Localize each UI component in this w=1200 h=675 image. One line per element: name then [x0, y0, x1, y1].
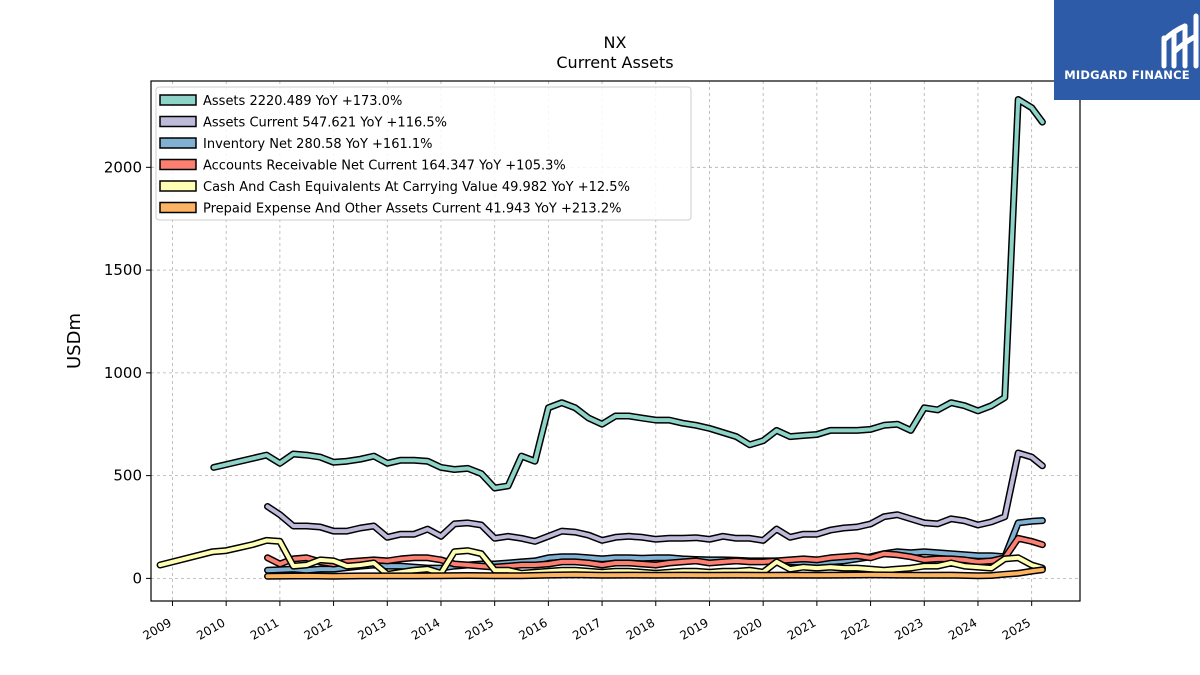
legend-swatch	[159, 94, 197, 106]
legend-swatch	[159, 115, 197, 128]
y-tick-label: 500	[113, 467, 142, 485]
legend-swatch	[159, 158, 197, 171]
x-tick-label: 2012	[302, 615, 335, 642]
x-tick-label: 2021	[785, 615, 818, 642]
plot-frame	[150, 80, 1081, 602]
legend-entry: Assets 2220.489 YoY +173.0%	[203, 94, 402, 109]
chart-subtitle: Current Assets	[556, 53, 674, 72]
brand-name: MIDGARD FINANCE	[1064, 68, 1190, 82]
legend-swatch	[159, 180, 197, 192]
x-tick-label: 2011	[248, 615, 281, 642]
series-lines	[156, 96, 1046, 580]
legend-entry: Cash And Cash Equivalents At Carrying Va…	[203, 180, 630, 195]
y-tick-label: 1000	[104, 364, 142, 382]
x-tick-label: 2023	[892, 615, 925, 642]
brand-logo: MIDGARD FINANCE	[1054, 0, 1200, 100]
series-0	[210, 96, 1046, 492]
series-4	[156, 536, 1046, 578]
series-line	[158, 538, 1045, 577]
legend-box	[155, 86, 692, 221]
series-1	[264, 449, 1046, 545]
x-tick-label: 2016	[516, 615, 549, 642]
x-tick-label: 2010	[194, 615, 227, 642]
x-tick-label: 2018	[624, 615, 657, 642]
y-tick-label: 1500	[104, 261, 142, 279]
series-line	[211, 97, 1045, 490]
x-tick-label: 2015	[463, 615, 496, 642]
x-tick-label: 2020	[731, 615, 764, 642]
chart-title: NX	[603, 33, 627, 52]
y-tick-label: 2000	[104, 158, 142, 176]
legend-entry: Inventory Net 280.58 YoY +161.1%	[203, 137, 433, 152]
legend-entry: Prepaid Expense And Other Assets Current…	[203, 202, 621, 217]
x-tick-label: 2024	[946, 615, 979, 642]
y-tick-label: 0	[132, 569, 142, 587]
legend-swatch	[159, 201, 197, 214]
legend-entry: Accounts Receivable Net Current 164.347 …	[203, 159, 566, 174]
legend: Assets 2220.489 YoY +173.0% Assets Curren…	[155, 86, 692, 221]
series-line	[265, 451, 1045, 544]
x-tick-label: 2019	[678, 615, 711, 642]
legend-swatch	[159, 137, 197, 149]
x-tick-label: 2022	[839, 615, 872, 642]
x-tick-label: 2009	[141, 615, 174, 642]
legend-entry: Assets Current 547.621 YoY +116.5%	[203, 116, 447, 131]
midgard-logo-icon	[1161, 13, 1199, 69]
x-tick-label: 2013	[355, 615, 388, 642]
series-line	[265, 567, 1045, 579]
series-3	[264, 534, 1046, 571]
x-tick-label: 2025	[1000, 615, 1033, 642]
series-5	[264, 566, 1046, 580]
y-axis-label: USDm	[64, 313, 85, 369]
x-tick-label: 2017	[570, 615, 603, 642]
x-tick-label: 2014	[409, 615, 442, 642]
series-outline	[264, 449, 1046, 545]
series-line	[265, 536, 1045, 570]
